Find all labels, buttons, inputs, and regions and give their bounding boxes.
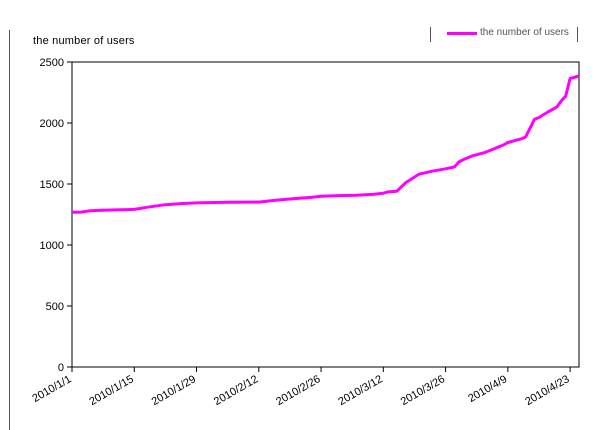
y-tick-label: 1000: [40, 240, 64, 252]
legend-swatch-users: [447, 32, 477, 35]
legend-right-divider: [577, 27, 578, 42]
x-tick-group: 2010/1/1 2010/1/15 2010/1/29 2010/2/12 2010/…: [30, 367, 572, 408]
series-layer: [71, 74, 580, 214]
x-tick-label: 2010/1/29: [150, 373, 198, 408]
y-axis-label: the number of users: [33, 35, 135, 47]
x-tick-label: 2010/3/26: [399, 373, 447, 408]
x-tick-label: 2010/2/26: [274, 373, 322, 408]
y-tick-group: 0 500 1000 1500 2000 2500: [40, 57, 72, 374]
left-border-line: [9, 30, 10, 430]
y-tick-label: 0: [58, 362, 64, 374]
legend-left-divider: [430, 27, 431, 42]
x-tick-label: 2010/3/12: [336, 373, 384, 408]
y-tick-label: 1500: [40, 179, 64, 191]
x-tick-label: 2010/4/9: [466, 373, 509, 405]
legend: the number of users: [430, 27, 584, 45]
plot-area: [71, 61, 580, 368]
x-tick-label: 2010/1/1: [30, 373, 73, 405]
y-tick-label: 500: [46, 301, 64, 313]
x-tick-label: 2010/2/12: [212, 373, 260, 408]
legend-label-users: the number of users: [480, 27, 569, 38]
y-tick-label: 2000: [40, 118, 64, 130]
x-tick-label: 2010/4/23: [523, 373, 571, 408]
x-tick-label: 2010/1/15: [87, 373, 135, 408]
series-line-users: [71, 74, 580, 214]
y-tick-label: 2500: [40, 57, 64, 69]
